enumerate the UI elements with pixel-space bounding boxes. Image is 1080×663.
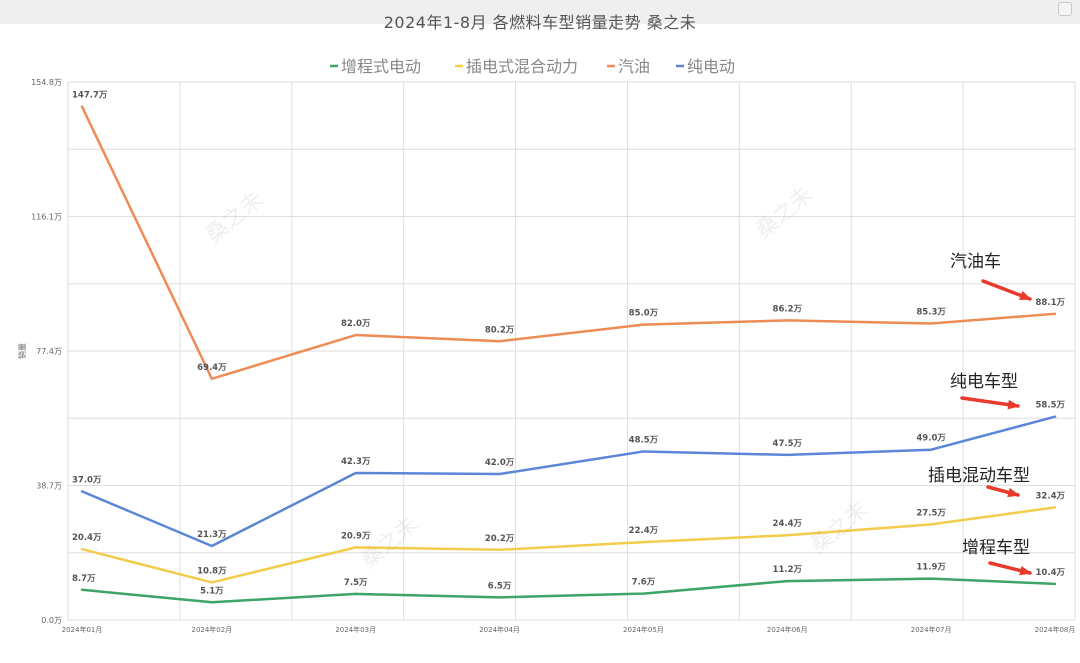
annotation-label: 纯电车型 — [950, 372, 1018, 392]
x-tick-label: 2024年05月 — [623, 625, 664, 634]
annotation-label: 汽油车 — [950, 252, 1001, 272]
data-label: 42.0万 — [485, 458, 515, 468]
legend-label: 纯电动 — [687, 57, 735, 76]
annotation-arrowhead — [1007, 399, 1020, 410]
data-label: 22.4万 — [629, 526, 659, 536]
x-tick-label: 2024年01月 — [62, 625, 103, 634]
annotation-label: 插电混动车型 — [928, 466, 1030, 486]
data-label: 11.2万 — [773, 565, 803, 575]
corner-button[interactable] — [1058, 2, 1072, 16]
x-tick-label: 2024年03月 — [335, 625, 376, 634]
data-label: 82.0万 — [341, 319, 371, 329]
data-label: 7.5万 — [344, 578, 368, 588]
x-tick-label: 2024年07月 — [911, 625, 952, 634]
data-label: 69.4万 — [197, 363, 227, 373]
data-label: 88.1万 — [1036, 298, 1066, 308]
legend-label: 插电式混合动力 — [466, 57, 578, 76]
annotation-label: 增程车型 — [962, 538, 1030, 558]
data-label: 42.3万 — [341, 457, 371, 467]
data-label: 27.5万 — [916, 508, 946, 518]
y-tick-label: 116.1万 — [31, 213, 62, 222]
chart-title: 2024年1-8月 各燃料车型销量走势 桑之未 — [383, 13, 697, 32]
y-tick-label: 38.7万 — [36, 482, 62, 491]
x-tick-label: 2024年06月 — [767, 625, 808, 634]
x-tick-label: 2024年08月 — [1035, 625, 1076, 634]
data-label: 5.1万 — [200, 586, 224, 596]
data-label: 85.0万 — [629, 309, 659, 319]
y-tick-label: 0.0万 — [41, 616, 62, 625]
data-label: 20.9万 — [341, 531, 371, 541]
data-label: 85.3万 — [916, 308, 946, 318]
series-line — [80, 577, 1057, 604]
data-label: 48.5万 — [629, 435, 659, 445]
data-label: 20.4万 — [72, 533, 102, 543]
data-label: 37.0万 — [72, 475, 102, 485]
x-tick-label: 2024年02月 — [191, 625, 232, 634]
data-label: 8.7万 — [72, 574, 96, 584]
title-bar — [0, 0, 1080, 24]
y-axis-title: 销量 — [17, 343, 27, 359]
data-label: 32.4万 — [1036, 491, 1066, 501]
data-label: 10.4万 — [1036, 568, 1066, 578]
y-tick-label: 77.4万 — [36, 347, 62, 356]
data-label: 6.5万 — [488, 581, 512, 591]
series-line — [80, 415, 1057, 548]
annotation-arrowhead — [1019, 565, 1032, 576]
data-label: 47.5万 — [773, 439, 803, 449]
series-line — [80, 105, 1057, 381]
data-label: 11.9万 — [916, 563, 946, 573]
x-tick-label: 2024年04月 — [479, 625, 520, 634]
data-label: 49.0万 — [916, 434, 946, 444]
data-label: 24.4万 — [773, 519, 803, 529]
data-label: 20.2万 — [485, 534, 515, 544]
legend-label: 汽油 — [618, 57, 650, 76]
annotation-arrowhead — [1019, 290, 1032, 300]
y-tick-label: 154.8万 — [31, 78, 62, 87]
data-label: 21.3万 — [197, 530, 227, 540]
data-label: 86.2万 — [773, 304, 803, 314]
series-line — [80, 506, 1057, 584]
annotation-arrowhead — [1007, 487, 1020, 498]
data-label: 10.8万 — [197, 566, 227, 576]
data-label: 58.5万 — [1036, 401, 1066, 411]
data-label: 80.2万 — [485, 325, 515, 335]
data-label: 7.6万 — [632, 578, 656, 588]
legend-label: 增程式电动 — [341, 57, 421, 76]
data-label: 147.7万 — [72, 91, 108, 101]
